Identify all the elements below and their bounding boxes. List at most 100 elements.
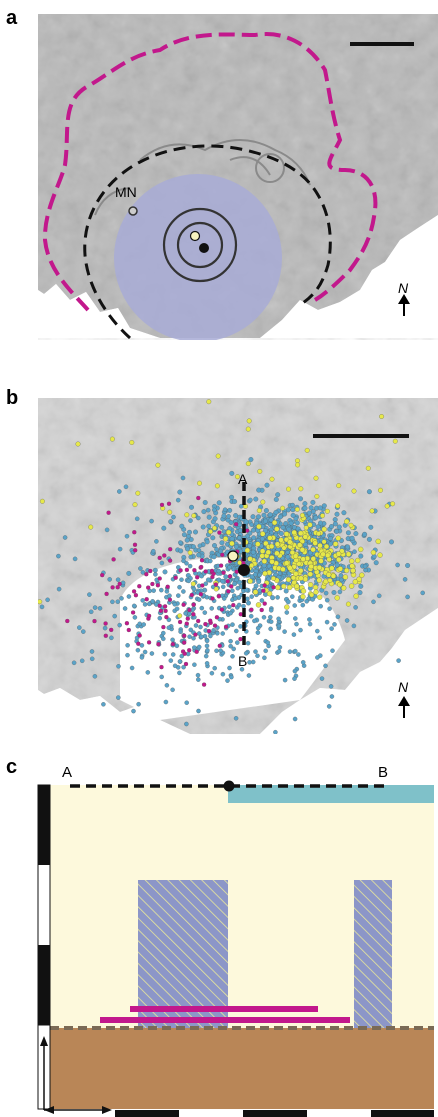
event-blue	[138, 566, 143, 571]
event-yellow	[270, 575, 276, 581]
event-yellow	[390, 501, 396, 507]
event-blue	[249, 594, 254, 599]
event-yellow	[260, 499, 266, 505]
event-yellow	[348, 522, 354, 528]
event-blue	[278, 531, 284, 536]
event-yellow	[310, 546, 316, 553]
event-magenta	[245, 528, 250, 533]
event-blue	[255, 625, 261, 631]
event-magenta	[156, 642, 161, 647]
event-blue	[56, 553, 61, 559]
event-blue	[117, 546, 123, 552]
event-blue	[197, 543, 203, 549]
event-blue	[196, 548, 202, 553]
event-blue	[206, 523, 212, 529]
event-blue	[331, 590, 337, 595]
event-blue	[129, 665, 135, 671]
event-blue	[164, 683, 170, 688]
event-blue	[302, 541, 308, 547]
event-blue	[227, 665, 232, 671]
event-blue	[366, 536, 372, 542]
event-yellow	[274, 526, 280, 532]
event-yellow	[316, 531, 322, 537]
event-blue	[87, 592, 92, 597]
event-blue	[170, 652, 176, 657]
event-blue	[199, 634, 204, 639]
event-yellow	[206, 399, 212, 405]
event-blue	[222, 507, 228, 512]
event-blue	[218, 548, 224, 554]
event-blue	[204, 661, 210, 666]
event-blue	[329, 626, 334, 631]
event-yellow	[208, 529, 213, 535]
event-yellow	[359, 572, 365, 578]
event-blue	[332, 517, 338, 523]
event-blue	[239, 667, 245, 672]
event-blue	[109, 635, 114, 641]
event-blue	[302, 501, 308, 507]
horizontal-scale-bar	[50, 1109, 434, 1117]
event-yellow	[316, 564, 323, 571]
event-blue	[77, 625, 82, 630]
event-blue	[216, 500, 222, 506]
event-yellow	[316, 577, 322, 583]
event-blue	[185, 546, 190, 552]
event-blue	[141, 622, 146, 627]
event-blue	[344, 618, 350, 623]
event-blue	[157, 615, 163, 621]
event-blue	[317, 505, 323, 511]
event-magenta	[162, 553, 167, 558]
event-yellow	[214, 483, 220, 489]
event-yellow	[349, 563, 355, 569]
event-blue	[245, 596, 250, 602]
event-blue	[358, 583, 364, 589]
event-magenta	[184, 567, 190, 573]
event-blue	[229, 674, 234, 680]
event-yellow	[283, 531, 290, 537]
event-magenta	[110, 585, 115, 590]
event-yellow	[291, 529, 297, 536]
event-yellow	[325, 552, 331, 559]
event-blue	[104, 527, 110, 533]
event-blue	[236, 602, 242, 608]
event-blue	[229, 494, 235, 500]
event-yellow	[222, 536, 229, 542]
event-yellow	[177, 613, 183, 619]
event-yellow	[280, 505, 286, 511]
event-blue	[332, 521, 338, 527]
event-yellow	[255, 602, 262, 608]
event-yellow	[229, 540, 235, 547]
event-blue	[264, 482, 270, 488]
event-magenta	[182, 640, 187, 645]
event-blue	[123, 484, 129, 490]
event-magenta	[259, 607, 264, 613]
event-yellow	[329, 565, 335, 571]
event-blue	[250, 549, 256, 555]
event-yellow	[345, 551, 352, 557]
event-yellow	[317, 594, 323, 600]
event-blue	[142, 602, 148, 607]
event-yellow	[213, 586, 219, 592]
event-blue	[201, 509, 207, 515]
event-yellow	[307, 582, 314, 588]
event-yellow	[297, 542, 303, 548]
event-yellow	[129, 440, 135, 445]
north-arrow-b: N	[398, 679, 410, 718]
event-magenta	[103, 621, 108, 626]
event-yellow	[187, 550, 193, 556]
event-blue	[184, 721, 189, 727]
event-blue	[139, 655, 145, 660]
event-yellow	[304, 447, 310, 453]
event-magenta	[161, 624, 166, 630]
event-yellow	[302, 576, 308, 582]
event-blue	[232, 499, 238, 504]
event-blue	[88, 609, 94, 615]
event-magenta	[196, 495, 201, 501]
event-blue	[337, 589, 343, 595]
event-yellow	[245, 461, 251, 467]
event-blue	[136, 701, 141, 707]
event-blue	[135, 647, 141, 653]
event-magenta	[198, 592, 204, 597]
event-blue	[329, 524, 334, 529]
event-blue	[371, 599, 376, 605]
